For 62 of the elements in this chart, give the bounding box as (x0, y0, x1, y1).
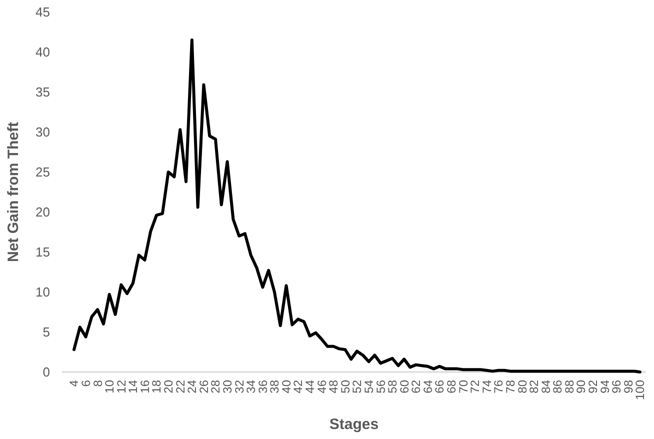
y-tick-label: 15 (36, 244, 50, 260)
x-tick-label: 32 (232, 380, 246, 394)
x-tick-label: 50 (338, 380, 352, 394)
x-tick-label: 4 (67, 380, 82, 387)
x-tick-label: 16 (138, 380, 152, 394)
x-tick-label: 90 (574, 380, 588, 394)
x-tick-label: 54 (362, 380, 376, 394)
x-tick-label: 20 (162, 380, 176, 394)
x-tick-label: 36 (256, 380, 270, 394)
x-tick-label: 96 (610, 380, 624, 394)
x-tick-label: 34 (244, 380, 258, 394)
x-tick-label: 100 (633, 380, 648, 400)
y-tick-label: 10 (36, 284, 50, 300)
x-tick-label: 46 (314, 380, 329, 394)
x-tick-label: 64 (420, 380, 435, 394)
y-tick-label: 30 (36, 124, 50, 140)
x-tick-label: 18 (150, 380, 164, 394)
x-axis-title: Stages (329, 416, 379, 433)
x-tick-label: 44 (303, 380, 318, 394)
x-tick-label: 58 (386, 380, 400, 394)
x-tick-label: 8 (90, 380, 105, 387)
x-tick-label: 76 (492, 380, 506, 394)
x-tick-label: 10 (102, 380, 117, 394)
x-tick-label: 14 (126, 380, 140, 394)
x-tick-label: 82 (527, 380, 542, 394)
x-tick-label: 88 (562, 380, 576, 394)
y-axis-title: Net Gain from Theft (5, 122, 22, 262)
x-tick-label: 48 (326, 380, 341, 394)
x-tick-label: 56 (374, 380, 388, 394)
x-tick-label: 28 (208, 380, 223, 394)
x-tick-label: 12 (114, 380, 128, 394)
x-tick-label: 84 (538, 380, 553, 394)
x-tick-label: 92 (586, 380, 600, 394)
x-tick-label: 60 (397, 380, 412, 394)
x-tick-label: 72 (468, 380, 482, 394)
x-tick-label: 62 (409, 380, 424, 394)
y-tick-label: 25 (36, 164, 50, 180)
x-tick-label: 22 (173, 380, 188, 394)
x-tick-label: 42 (291, 380, 306, 394)
x-tick-label: 40 (279, 380, 294, 394)
y-tick-label: 0 (42, 364, 50, 380)
x-tick-label: 86 (550, 380, 565, 394)
x-tick-label: 80 (515, 380, 530, 394)
x-tick-label: 70 (456, 380, 470, 394)
line-series (72, 38, 642, 374)
x-tick-label: 6 (78, 380, 93, 387)
y-tick-label: 40 (36, 44, 50, 60)
y-tick-label: 35 (36, 84, 50, 100)
x-tick-label: 66 (432, 380, 447, 394)
x-tick-label: 78 (503, 380, 518, 394)
x-tick-label: 38 (268, 380, 282, 394)
x-tick-label: 24 (185, 380, 200, 394)
x-tick-label: 52 (350, 380, 364, 394)
y-tick-label: 45 (36, 4, 50, 20)
x-tick-label: 26 (196, 380, 211, 394)
y-tick-label: 20 (36, 204, 50, 220)
x-tick-label: 68 (444, 380, 459, 394)
x-tick-label: 94 (598, 380, 612, 394)
y-tick-label: 5 (42, 324, 50, 340)
x-tick-label: 30 (220, 380, 234, 394)
x-tick-label: 98 (621, 380, 636, 394)
x-tick-label: 74 (480, 380, 494, 394)
